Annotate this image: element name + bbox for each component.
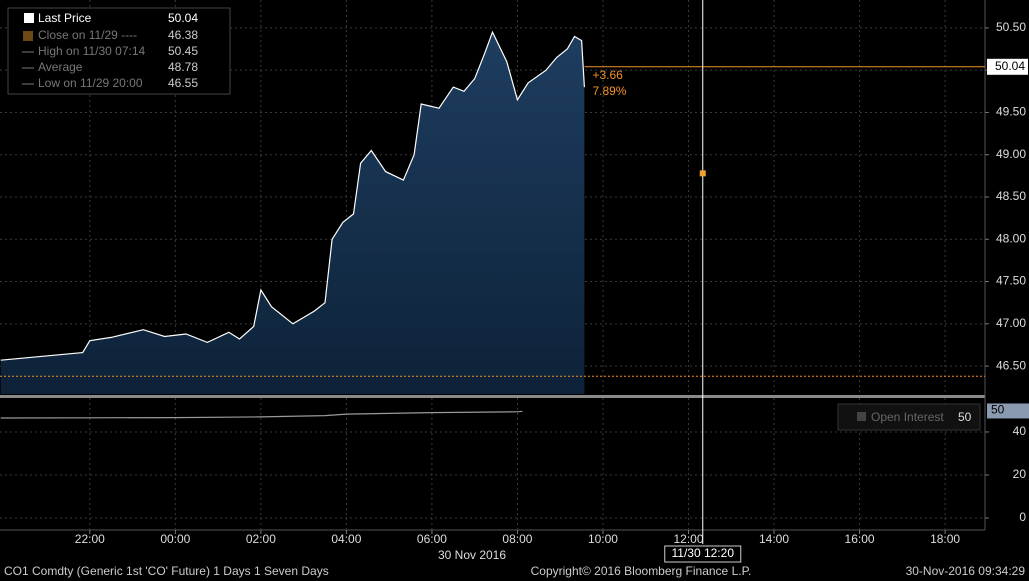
x-tick-label: 18:00 — [930, 532, 960, 546]
legend-label: Low on 11/29 20:00 — [38, 76, 143, 90]
panel-separator — [0, 395, 985, 398]
legend-label: High on 11/30 07:14 — [38, 44, 146, 58]
y-tick-label: 46.50 — [996, 358, 1026, 372]
date-label: 30 Nov 2016 — [438, 548, 506, 562]
crosshair-box — [664, 545, 742, 563]
x-tick-label: 08:00 — [502, 532, 532, 546]
change-label: +3.66 — [592, 68, 623, 82]
legend-value: 46.38 — [168, 28, 198, 42]
legend-label: Last Price — [38, 11, 92, 25]
y-tick-label: 49.50 — [996, 105, 1026, 119]
crosshair-label: 11/30 12:20 — [671, 546, 734, 560]
legend-box — [7, 7, 231, 95]
footer-left: CO1 Comdty (Generic 1st 'CO' Future) 1 D… — [4, 564, 329, 578]
legend-value: 46.55 — [168, 76, 198, 90]
y-tick-label: 20 — [1013, 467, 1027, 481]
legend-label: Close on 11/29 ---- — [38, 28, 137, 42]
x-tick-label: 06:00 — [417, 532, 447, 546]
legend-icon — [24, 13, 34, 23]
change-pct-label: 7.89% — [592, 84, 626, 98]
oi-last-box — [987, 403, 1029, 419]
y-tick-label: 49.00 — [996, 147, 1026, 161]
legend-icon — [23, 31, 33, 41]
oi-line — [0, 410, 523, 419]
legend-value: 50.45 — [168, 44, 198, 58]
x-tick-label: 14:00 — [759, 532, 789, 546]
oi-legend-label: Open Interest — [871, 410, 944, 424]
footer-right: 30-Nov-2016 09:34:29 — [906, 564, 1026, 578]
x-tick-label: 12:00 — [673, 532, 703, 546]
legend-label: Average — [38, 60, 83, 74]
last-price-label: 50.04 — [995, 59, 1025, 73]
footer-center: Copyright© 2016 Bloomberg Finance L.P. — [531, 564, 752, 578]
y-tick-label: 47.00 — [996, 316, 1026, 330]
legend-value: 50.04 — [168, 11, 198, 25]
area-fill — [0, 32, 585, 394]
price-line — [0, 30, 585, 361]
y-tick-label: 40 — [1013, 424, 1027, 438]
last-price-box — [987, 58, 1028, 75]
y-tick-label: 48.00 — [996, 231, 1026, 245]
oi-last-label: 50 — [991, 403, 1005, 417]
average-marker — [699, 170, 706, 177]
x-tick-label: 00:00 — [160, 532, 190, 546]
y-tick-label: 47.50 — [996, 274, 1026, 288]
y-tick-label: 0 — [1019, 510, 1026, 524]
legend-value: 48.78 — [168, 60, 198, 74]
x-tick-label: 22:00 — [75, 532, 105, 546]
y-tick-label: 50.50 — [996, 20, 1026, 34]
x-tick-label: 10:00 — [588, 532, 618, 546]
oi-legend-icon — [857, 412, 866, 421]
x-tick-label: 16:00 — [845, 532, 875, 546]
x-tick-label: 02:00 — [246, 532, 276, 546]
y-tick-label: 48.50 — [996, 189, 1026, 203]
x-tick-label: 04:00 — [331, 532, 361, 546]
oi-legend-value: 50 — [958, 410, 972, 424]
